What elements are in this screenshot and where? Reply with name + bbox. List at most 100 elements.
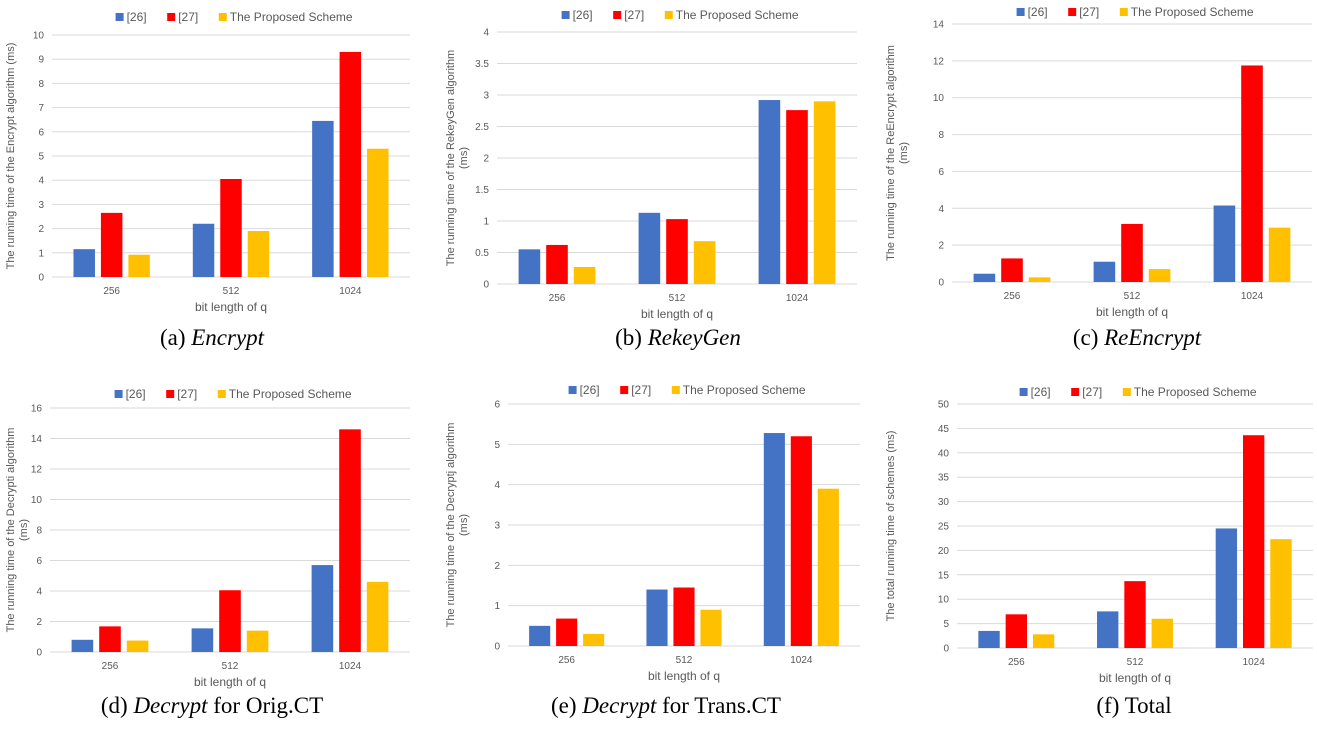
chart-c: 0 2 4 6 8 10 12 14 256 512 1024 bit length of q The … [880, 0, 1317, 330]
y-tick-label: 12 [933, 56, 945, 67]
legend-swatch-s26 [1019, 388, 1028, 396]
caption-f: (f) Total [1096, 693, 1171, 719]
y-axis-title: The running time of the Encrypt algorith… [5, 43, 17, 270]
bar-proposed-256 [128, 254, 150, 277]
y-tick-label: 15 [938, 570, 950, 581]
x-axis-title: bit length of q [194, 675, 266, 689]
y-tick-label: 0 [494, 642, 500, 653]
legend-swatch-s27 [167, 13, 176, 21]
x-tick-label: 512 [222, 661, 239, 672]
caption-d: (d) Decrypt for Orig.CT [101, 693, 323, 719]
bar-s27-512 [1121, 223, 1143, 282]
bar-s27-512 [219, 590, 241, 652]
legend-label: [26] [1028, 5, 1048, 19]
y-tick-label: 5 [943, 619, 949, 630]
x-tick-label: 1024 [790, 655, 813, 666]
caption-suffix: for Trans.CT [656, 693, 781, 718]
bar-s26-1024 [311, 565, 334, 652]
bar-s26-1024 [758, 100, 781, 284]
bar-s27-1024 [790, 436, 812, 646]
bar-proposed-1024 [813, 101, 836, 284]
y-tick-label: 4 [494, 480, 500, 491]
bar-s26-256 [73, 249, 95, 277]
y-tick-label: 3 [494, 521, 500, 532]
y-axis-title: (ms) [898, 142, 910, 164]
legend-label: The Proposed Scheme [1134, 385, 1257, 399]
caption-label: (d) [100, 693, 134, 718]
legend-swatch-s27 [1071, 388, 1080, 396]
x-tick-label: 256 [558, 655, 575, 666]
y-tick-label: 4 [36, 587, 42, 598]
y-tick-label: 1 [494, 601, 500, 612]
y-tick-label: 1 [38, 248, 44, 259]
legend-swatch-proposed [664, 11, 673, 19]
legend-swatch-s27 [1068, 8, 1077, 16]
y-tick-label: 2 [494, 561, 500, 572]
y-tick-label: 5 [38, 152, 44, 163]
y-tick-label: 0 [483, 280, 489, 291]
x-tick-label: 512 [1124, 291, 1141, 302]
legend-label: [26] [1031, 385, 1051, 399]
x-axis-title: bit length of q [648, 669, 720, 683]
y-tick-label: 4 [483, 28, 489, 39]
y-tick-label: 0 [943, 644, 949, 655]
bar-s26-1024 [1213, 205, 1236, 282]
bar-s26-1024 [763, 433, 785, 646]
bar-s26-256 [71, 639, 94, 652]
bar-proposed-1024 [817, 488, 839, 646]
chart-b: 0 0.5 1 1.5 2 2.5 3 3.5 4 256 512 1024 bit length of… [440, 0, 880, 330]
bar-s26-256 [973, 273, 996, 282]
bar-s27-256 [1005, 614, 1028, 648]
y-tick-label: 2 [938, 241, 944, 252]
legend-swatch-proposed [218, 13, 227, 21]
y-tick-label: 2 [483, 154, 489, 165]
bar-s27-1024 [1241, 65, 1263, 282]
caption-name: Decrypt [582, 693, 657, 718]
y-axis-title: The running time of the Decryptj algorit… [445, 423, 457, 628]
bar-s26-512 [1097, 611, 1119, 648]
legend-swatch-proposed [1122, 388, 1131, 396]
y-tick-label: 3 [38, 200, 44, 211]
bar-proposed-1024 [366, 581, 389, 652]
x-tick-label: 256 [1004, 291, 1021, 302]
y-tick-label: 45 [938, 424, 950, 435]
y-tick-label: 0.5 [475, 248, 489, 259]
y-tick-label: 30 [938, 497, 950, 508]
y-tick-label: 40 [938, 448, 950, 459]
legend-swatch-s27 [613, 11, 622, 19]
chart-f: 0 5 10 15 20 25 30 35 40 45 50 256 512 1024 bit length… [880, 380, 1317, 685]
caption-b: (b) RekeyGen [615, 325, 741, 351]
bar-s27-512 [220, 178, 242, 277]
y-tick-label: 1.5 [475, 185, 489, 196]
bar-proposed-512 [246, 630, 269, 652]
legend-swatch-proposed [217, 390, 226, 398]
bar-s27-512 [1124, 581, 1146, 648]
caption-suffix: for Orig.CT [207, 693, 324, 718]
y-tick-label: 7 [38, 103, 44, 114]
bar-s27-1024 [339, 429, 361, 652]
legend-swatch-s27 [620, 386, 629, 394]
bar-s26-256 [529, 625, 551, 646]
x-tick-label: 512 [676, 655, 693, 666]
chart-e-svg: 0 1 2 3 4 5 6 256 512 1024 bit length of q The runn… [445, 383, 860, 683]
caption-c: (c) ReEncrypt [1073, 325, 1201, 351]
caption-label: (f) [1096, 693, 1125, 718]
bar-s27-256 [100, 212, 123, 277]
x-axis-title: bit length of q [641, 307, 713, 321]
bar-proposed-256 [573, 266, 596, 284]
y-tick-label: 0 [38, 273, 44, 284]
y-axis-title: The running time of the RekeyGen algorit… [445, 50, 457, 266]
y-axis-title: (ms) [18, 519, 30, 541]
y-tick-label: 0 [938, 278, 944, 289]
bar-proposed-512 [1151, 618, 1173, 648]
caption-suffix: Total [1124, 693, 1172, 718]
y-tick-label: 10 [933, 93, 945, 104]
y-tick-label: 10 [938, 595, 950, 606]
caption-e: (e) Decrypt for Trans.CT [551, 693, 781, 719]
y-tick-label: 50 [938, 400, 950, 411]
y-axis-title: (ms) [458, 147, 470, 169]
bar-proposed-1024 [1268, 227, 1291, 282]
x-axis-title: bit length of q [1096, 305, 1168, 319]
legend-swatch-proposed [671, 386, 680, 394]
legend-label: The Proposed Scheme [1131, 5, 1254, 19]
